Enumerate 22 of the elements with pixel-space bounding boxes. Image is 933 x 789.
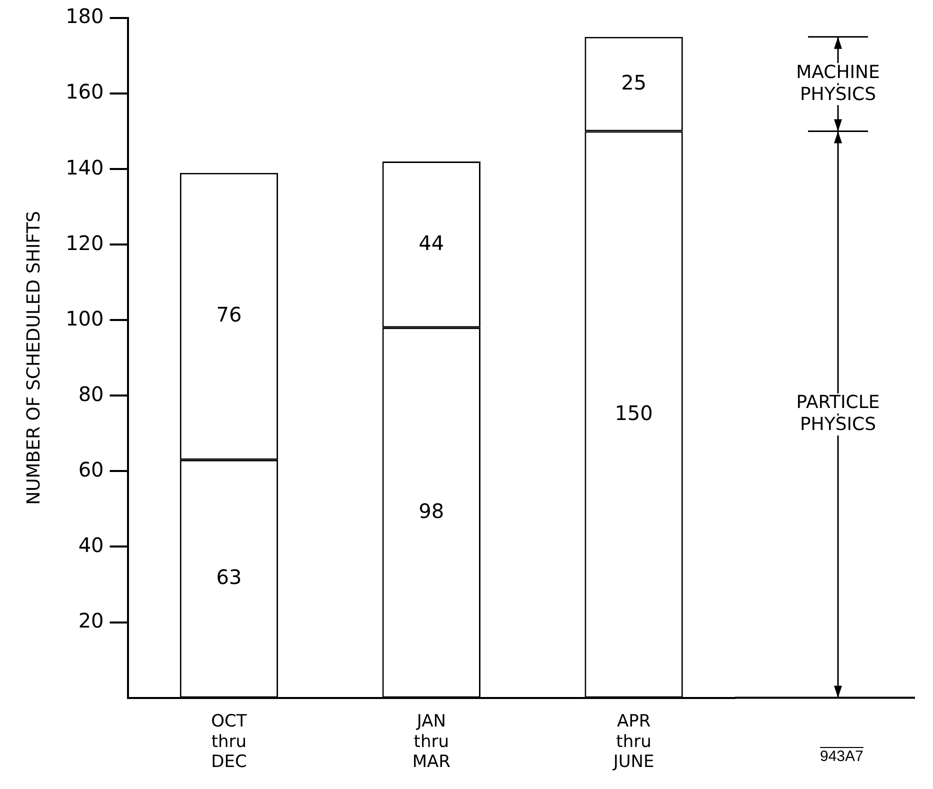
data-label: 44 [418, 230, 444, 255]
y-tick-label: 20 [78, 608, 104, 632]
y-tick-label: 120 [66, 230, 104, 255]
data-label: 63 [216, 565, 242, 590]
x-tick-label: APR thru JUNE [612, 711, 654, 772]
data-label: 150 [614, 400, 653, 425]
y-axis-title: NUMBER OF SCHEDULED SHIFTS [23, 210, 44, 505]
y-tick-label: 80 [78, 382, 104, 406]
data-label: 98 [418, 498, 444, 523]
text: PARTICLE PHYSICS [796, 392, 880, 436]
y-tick-label: 60 [78, 457, 104, 482]
y-tick-label: 40 [78, 532, 104, 557]
text: 943A7 [820, 748, 864, 765]
data-label: 25 [621, 70, 647, 94]
y-tick-label: 160 [66, 80, 104, 104]
data-label: 76 [216, 302, 242, 327]
y-tick-label: 140 [66, 155, 104, 180]
text: MACHINE PHYSICS [796, 62, 880, 105]
x-tick-label: OCT thru DEC [211, 711, 248, 772]
y-tick-label: 100 [66, 306, 104, 330]
x-tick-label: JAN thru MAR [412, 711, 451, 772]
y-tick-label: 180 [66, 4, 104, 28]
